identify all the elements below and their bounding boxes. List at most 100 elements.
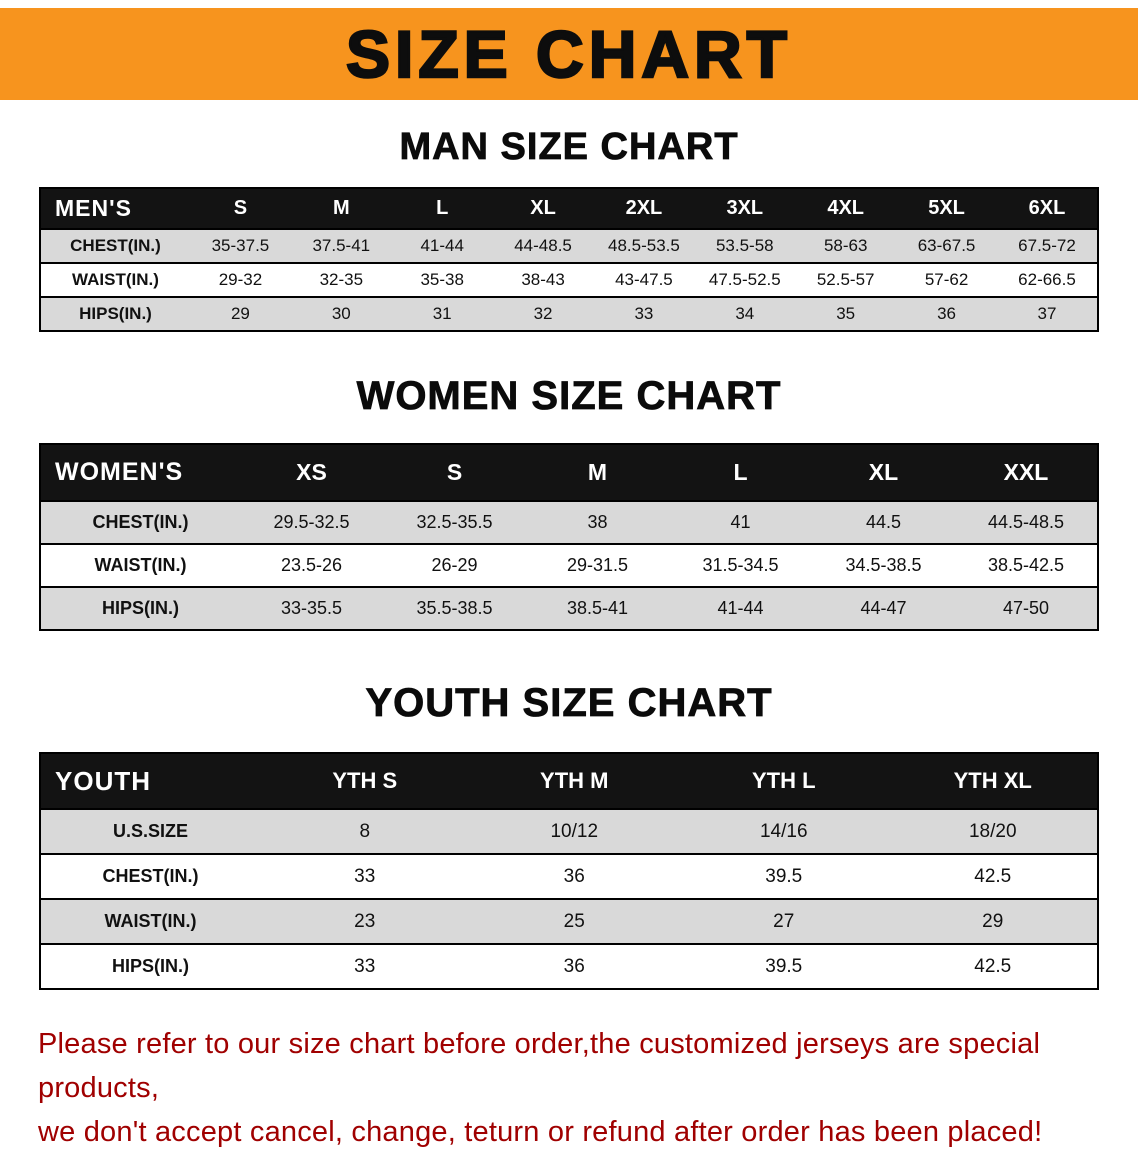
table-cell: 44.5	[812, 500, 955, 545]
order-notice-line2: we don't accept cancel, change, teturn o…	[38, 1116, 1043, 1148]
table-cell: 27	[679, 898, 889, 945]
table-cell: 44-47	[812, 586, 955, 631]
table-cell: 32	[492, 296, 594, 332]
men-size-table: MEN'S S M L XL 2XL 3XL 4XL 5XL 6XL CHEST(IN.) 35-37…	[39, 187, 1099, 332]
table-cell: 38-43	[492, 262, 594, 298]
table-cell: 35.5-38.5	[383, 586, 526, 631]
column-header: XS	[240, 443, 383, 502]
table-cell: 48.5-53.5	[593, 228, 695, 264]
row-label: HIPS(IN.)	[40, 296, 190, 332]
table-row: HIPS(IN.) 29 30 31 32 33 34 35 36 37	[40, 296, 1098, 332]
table-row: CHEST(IN.) 29.5-32.5 32.5-35.5 38 41 44.5 44.5…	[40, 500, 1098, 545]
table-cell: 34	[694, 296, 796, 332]
column-header: YTH S	[260, 752, 470, 810]
column-header: YTH M	[469, 752, 679, 810]
table-cell: 33-35.5	[240, 586, 383, 631]
table-cell: 36	[896, 296, 997, 332]
table-cell: 67.5-72	[997, 228, 1098, 264]
column-header: S	[190, 187, 291, 230]
table-title: MEN'S	[40, 187, 190, 230]
row-label: WAIST(IN.)	[40, 262, 190, 298]
table-cell: 18/20	[888, 808, 1098, 855]
column-header: XL	[812, 443, 955, 502]
table-cell: 32-35	[290, 262, 392, 298]
table-cell: 34.5-38.5	[812, 543, 955, 588]
women-size-table: WOMEN'S XS S M L XL XXL CHEST(IN.) 29.5-32.5 32.5…	[39, 443, 1099, 631]
column-header: XXL	[955, 443, 1098, 502]
table-cell: 33	[260, 853, 470, 900]
column-header: 5XL	[896, 187, 997, 230]
table-cell: 57-62	[896, 262, 997, 298]
column-header: L	[669, 443, 812, 502]
order-notice-line1: Please refer to our size chart before or…	[38, 1028, 1041, 1104]
column-header: 6XL	[997, 187, 1098, 230]
table-row: HIPS(IN.) 33-35.5 35.5-38.5 38.5-41 41-44 44-…	[40, 586, 1098, 631]
table-cell: 38	[526, 500, 669, 545]
table-cell: 36	[469, 943, 679, 990]
column-header: 3XL	[694, 187, 796, 230]
table-row: CHEST(IN.) 35-37.5 37.5-41 41-44 44-48.5 48.5…	[40, 228, 1098, 264]
table-cell: 23	[260, 898, 470, 945]
women-size-chart-heading: WOMEN SIZE CHART	[356, 374, 782, 419]
table-header-row: YOUTH YTH S YTH M YTH L YTH XL	[40, 752, 1098, 810]
table-cell: 26-29	[383, 543, 526, 588]
table-cell: 29	[190, 296, 291, 332]
table-cell: 52.5-57	[795, 262, 897, 298]
column-header: 4XL	[795, 187, 897, 230]
table-cell: 62-66.5	[997, 262, 1098, 298]
row-label: U.S.SIZE	[40, 808, 260, 855]
table-cell: 39.5	[679, 943, 889, 990]
table-cell: 29.5-32.5	[240, 500, 383, 545]
table-cell: 29-31.5	[526, 543, 669, 588]
size-chart-page: SIZE CHART MAN SIZE CHART MEN'S S M L XL 2XL 3…	[0, 8, 1138, 1148]
table-cell: 63-67.5	[896, 228, 997, 264]
table-cell: 35-38	[391, 262, 493, 298]
table-cell: 41	[669, 500, 812, 545]
column-header: YTH L	[679, 752, 889, 810]
row-label: CHEST(IN.)	[40, 228, 190, 264]
table-cell: 39.5	[679, 853, 889, 900]
table-cell: 47.5-52.5	[694, 262, 796, 298]
row-label: WAIST(IN.)	[40, 543, 240, 588]
page-title: SIZE CHART	[345, 17, 792, 91]
table-cell: 44.5-48.5	[955, 500, 1098, 545]
table-cell: 41-44	[669, 586, 812, 631]
row-label: HIPS(IN.)	[40, 943, 260, 990]
table-cell: 30	[290, 296, 392, 332]
table-row: U.S.SIZE 8 10/12 14/16 18/20	[40, 808, 1098, 855]
column-header: L	[391, 187, 493, 230]
table-cell: 29-32	[190, 262, 291, 298]
column-header: S	[383, 443, 526, 502]
table-cell: 33	[593, 296, 695, 332]
table-cell: 37.5-41	[290, 228, 392, 264]
table-cell: 35	[795, 296, 897, 332]
table-header-row: WOMEN'S XS S M L XL XXL	[40, 443, 1098, 502]
table-cell: 25	[469, 898, 679, 945]
order-notice: Please refer to our size chart before or…	[38, 1022, 1100, 1154]
row-label: HIPS(IN.)	[40, 586, 240, 631]
row-label: CHEST(IN.)	[40, 500, 240, 545]
table-cell: 32.5-35.5	[383, 500, 526, 545]
table-cell: 53.5-58	[694, 228, 796, 264]
table-row: WAIST(IN.) 23 25 27 29	[40, 898, 1098, 945]
column-header: XL	[492, 187, 594, 230]
title-banner: SIZE CHART	[0, 8, 1138, 100]
table-cell: 31	[391, 296, 493, 332]
row-label: CHEST(IN.)	[40, 853, 260, 900]
table-cell: 43-47.5	[593, 262, 695, 298]
table-cell: 31.5-34.5	[669, 543, 812, 588]
column-header: M	[526, 443, 669, 502]
column-header: M	[290, 187, 392, 230]
column-header: 2XL	[593, 187, 695, 230]
table-cell: 38.5-42.5	[955, 543, 1098, 588]
table-cell: 35-37.5	[190, 228, 291, 264]
table-header-row: MEN'S S M L XL 2XL 3XL 4XL 5XL 6XL	[40, 187, 1098, 230]
table-row: CHEST(IN.) 33 36 39.5 42.5	[40, 853, 1098, 900]
table-cell: 41-44	[391, 228, 493, 264]
table-cell: 42.5	[888, 943, 1098, 990]
man-size-chart-heading: MAN SIZE CHART	[399, 126, 739, 169]
table-cell: 10/12	[469, 808, 679, 855]
table-cell: 42.5	[888, 853, 1098, 900]
column-header: YTH XL	[888, 752, 1098, 810]
youth-size-chart-heading: YOUTH SIZE CHART	[365, 681, 773, 726]
